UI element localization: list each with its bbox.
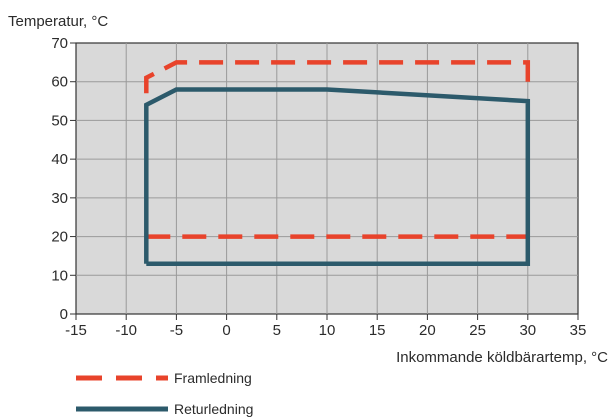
x-tick-label: 20 [419,322,436,339]
legend-label-returledning: Returledning [174,401,253,417]
y-tick-label: 40 [51,151,68,168]
y-tick-label: 30 [51,190,68,207]
x-tick-label: 15 [369,322,386,339]
y-tick-label: 70 [51,35,68,52]
x-tick-label: -10 [115,322,137,339]
y-tick-labels: 0 10 20 30 40 50 60 70 [51,35,68,323]
y-tick-label: 50 [51,112,68,129]
series-line-returledning [144,87,531,266]
grid-lines [70,42,579,320]
legend-label-framledning: Framledning [174,370,252,386]
x-tick-label: -5 [170,322,183,339]
x-tick-label: 25 [469,322,486,339]
y-tick-label: 60 [51,74,68,91]
y-tick-label: 0 [60,306,68,323]
x-tick-labels: -15 -10 -5 0 5 10 15 20 25 30 35 [65,322,586,339]
x-tick-label: 30 [519,322,536,339]
series-lines [144,60,531,266]
x-tick-label: 35 [570,322,587,339]
x-axis-title: Inkommande köldbärartemp, °C [396,349,608,366]
x-tick-label: 5 [273,322,281,339]
y-tick-label: 20 [51,229,68,246]
y-axis-title: Temperatur, °C [8,13,108,30]
x-tick-label: 0 [222,322,230,339]
y-tick-label: 10 [51,267,68,284]
legend: Framledning Returledning [76,370,253,417]
x-tick-label: -15 [65,322,87,339]
x-tick-label: 10 [319,322,336,339]
series-line-framledning [144,60,531,94]
